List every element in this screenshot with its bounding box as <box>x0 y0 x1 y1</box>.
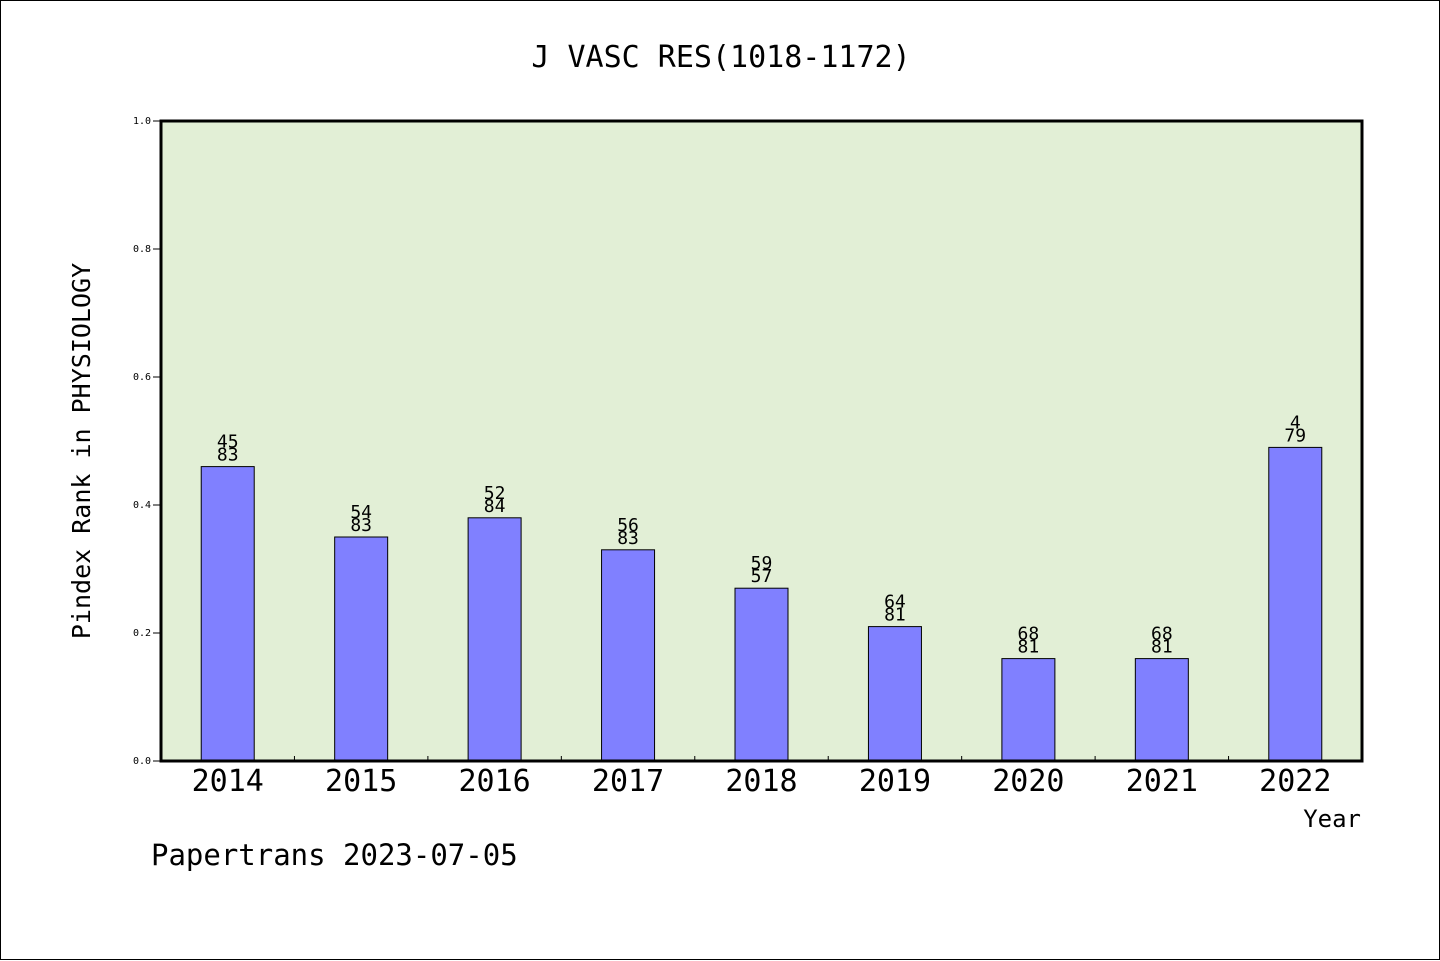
bar-annotation-2021-1: 68 <box>1151 624 1173 645</box>
x-tick-label-2022: 2022 <box>1259 764 1331 799</box>
x-tick-label-2018: 2018 <box>725 764 797 799</box>
bar-annotation-2014-1: 45 <box>217 432 239 453</box>
bar-2015 <box>334 536 389 762</box>
bar-annotation-2016-2: 84 <box>484 496 506 517</box>
bar-annotation-2018-1: 59 <box>751 553 773 574</box>
x-tick-label-2014: 2014 <box>192 764 264 799</box>
bar-annotation-2014-2: 83 <box>217 445 239 466</box>
bar-annotation-2018-2: 57 <box>751 566 773 587</box>
plot-frame <box>159 119 1364 763</box>
bar-annotation-2015-2: 83 <box>350 515 372 536</box>
bar-2021 <box>1134 658 1189 762</box>
bar-2022 <box>1268 446 1323 762</box>
x-axis-label: Year <box>1303 805 1361 833</box>
y-tick-label-0.8: 0.8 <box>133 244 151 255</box>
bar-annotation-2022-2: 79 <box>1284 425 1306 446</box>
bar-annotation-2021-2: 81 <box>1151 637 1173 658</box>
y-tick-label-0.6: 0.6 <box>133 372 151 383</box>
bar-2018 <box>734 587 789 762</box>
bar-annotation-2019-2: 81 <box>884 605 906 626</box>
bar-annotation-2022-1: 4 <box>1290 412 1301 433</box>
bar-annotation-2017-2: 83 <box>617 528 639 549</box>
y-tick-label-0.0: 0.0 <box>133 756 151 767</box>
bar-2019 <box>867 626 922 762</box>
x-tick-label-2016: 2016 <box>458 764 530 799</box>
y-tick-label-1.0: 1.0 <box>133 116 151 127</box>
bar-annotation-2017-1: 56 <box>617 515 639 536</box>
bar-annotation-2019-1: 64 <box>884 592 906 613</box>
footer-credit: Papertrans 2023-07-05 <box>151 838 518 872</box>
x-tick-label-2021: 2021 <box>1126 764 1198 799</box>
chart-title: J VASC RES(1018-1172) <box>531 40 910 75</box>
bar-2020 <box>1001 658 1056 762</box>
x-tick-label-2017: 2017 <box>592 764 664 799</box>
bar-annotation-2016-1: 52 <box>484 483 506 504</box>
x-tick-label-2015: 2015 <box>325 764 397 799</box>
bar-2016 <box>467 517 522 762</box>
bar-2014 <box>200 466 255 762</box>
bar-annotation-2020-2: 81 <box>1018 637 1040 658</box>
x-tick-label-2020: 2020 <box>992 764 1064 799</box>
bar-annotation-2020-1: 68 <box>1018 624 1040 645</box>
y-tick-label-0.4: 0.4 <box>133 500 151 511</box>
x-tick-label-2019: 2019 <box>859 764 931 799</box>
bar-annotation-2015-1: 54 <box>350 502 372 523</box>
y-axis-label: Pindex Rank in PHYSIOLOGY <box>67 263 96 639</box>
y-tick-label-0.2: 0.2 <box>133 628 151 639</box>
bar-2017 <box>601 549 656 762</box>
